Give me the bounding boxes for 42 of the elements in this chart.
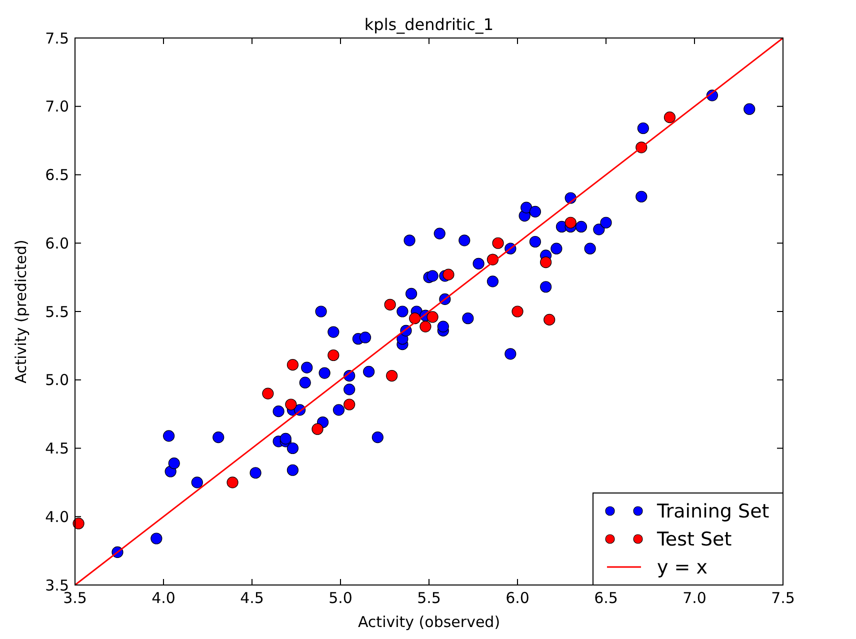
y-axis-title: Activity (predicted): [12, 240, 30, 384]
point: [386, 370, 398, 382]
chart-title: kpls_dendritic_1: [364, 15, 494, 34]
point: [344, 398, 356, 410]
x-tick-label: 7.0: [682, 589, 706, 607]
x-tick-label: 3.5: [63, 589, 87, 607]
point: [420, 320, 432, 332]
point: [426, 311, 438, 323]
point: [262, 388, 274, 400]
y-tick-label: 4.5: [45, 440, 69, 458]
point: [664, 112, 676, 124]
point: [512, 306, 524, 318]
point: [312, 423, 324, 435]
point: [328, 349, 340, 362]
y-tick-label: 6.5: [45, 166, 69, 184]
point: [544, 314, 556, 326]
point: [72, 518, 84, 530]
x-axis-title: Activity (observed): [358, 613, 500, 631]
point: [564, 216, 576, 228]
point: [442, 268, 454, 280]
x-tick-label: 6.5: [594, 589, 618, 607]
y-tick-label: 5.0: [45, 371, 69, 390]
y-tick-label: 7.5: [45, 29, 69, 48]
x-tick-label: 5.5: [417, 589, 441, 607]
y-tick-label: 5.5: [45, 302, 69, 321]
point: [285, 398, 297, 410]
x-tick-label: 7.5: [771, 589, 795, 607]
x-tick-label: 5.0: [328, 589, 352, 607]
point: [226, 476, 238, 488]
legend-label: y = x: [657, 556, 708, 579]
y-tick-label: 4.0: [45, 508, 69, 526]
point: [286, 359, 299, 371]
x-tick-label: 4.0: [152, 589, 176, 607]
point: [492, 237, 504, 249]
point: [384, 298, 396, 310]
point: [540, 256, 552, 268]
y-tick-label: 6.0: [45, 234, 69, 252]
x-tick-label: 4.5: [240, 589, 264, 607]
legend-label: Test Set: [656, 528, 732, 551]
y-tick-label: 7.0: [45, 98, 69, 116]
x-tick-label: 6.0: [506, 589, 530, 607]
legend-label: Training Set: [656, 500, 770, 523]
